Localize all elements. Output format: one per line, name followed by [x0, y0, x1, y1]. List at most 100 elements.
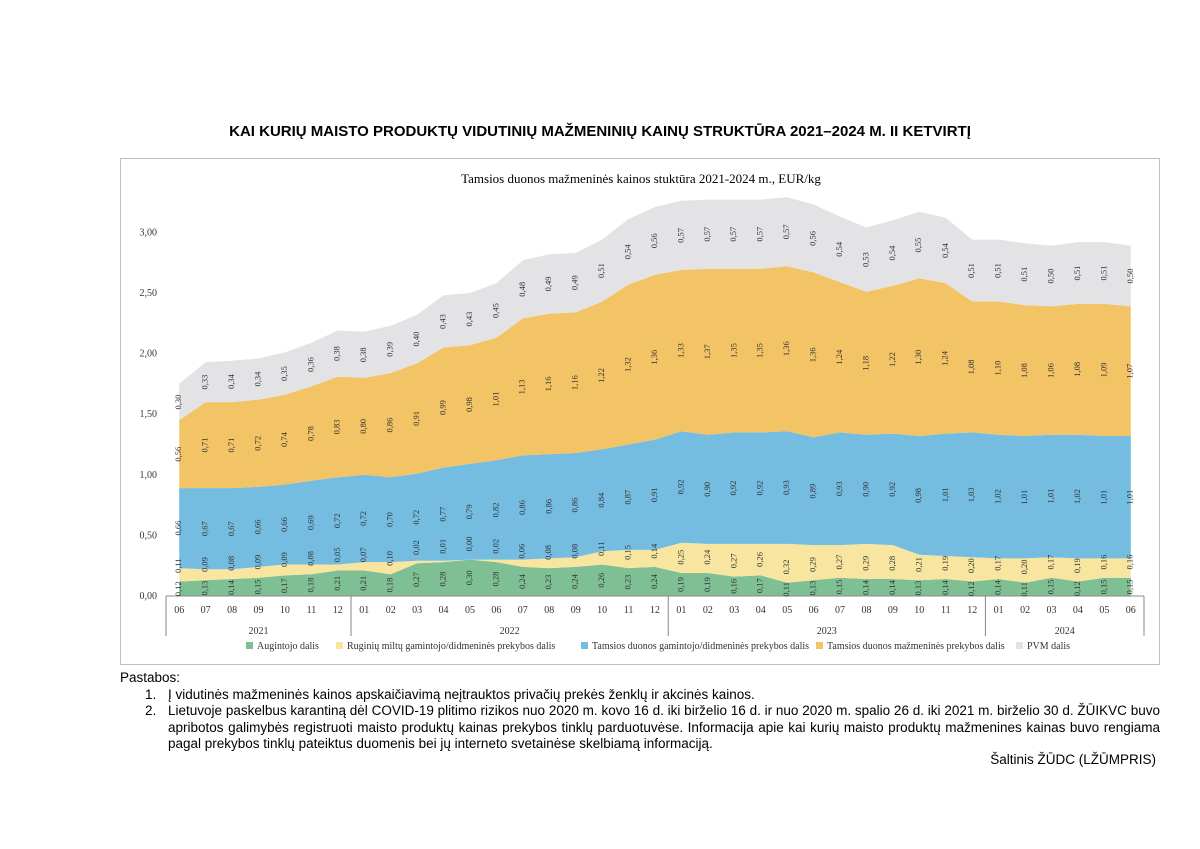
- data-label: 0,09: [279, 552, 289, 567]
- data-label: 1,08: [1072, 362, 1082, 377]
- data-label: 0,34: [252, 371, 262, 387]
- data-label: 0,30: [464, 570, 474, 585]
- data-label: 0,35: [279, 366, 289, 381]
- data-label: 0,28: [490, 572, 500, 587]
- data-label: 1,03: [966, 487, 976, 502]
- data-label: 0,08: [226, 556, 236, 571]
- legend-label: Ruginių miltų gamintojo/didmeninės preky…: [347, 641, 555, 652]
- data-label: 0,13: [200, 581, 210, 596]
- note-item: Į vidutinės mažmeninės kainos apskaičiav…: [160, 687, 1160, 704]
- data-label: 0,15: [834, 579, 844, 594]
- x-tick-label: 05: [465, 605, 475, 616]
- data-label: 0,16: [728, 579, 738, 594]
- data-label: 0,15: [623, 545, 633, 560]
- data-label: 0,14: [887, 579, 897, 595]
- data-label: 0,45: [490, 303, 500, 318]
- data-label: 0,12: [1072, 581, 1082, 596]
- data-label: 0,33: [200, 375, 210, 390]
- data-label: 0,14: [940, 579, 950, 595]
- data-label: 0,32: [781, 559, 791, 574]
- data-label: 0,54: [940, 242, 950, 258]
- x-tick-label: 09: [888, 605, 898, 616]
- x-tick-label: 11: [624, 605, 634, 616]
- data-label: 0,56: [808, 231, 818, 246]
- data-label: 0,49: [570, 275, 580, 290]
- x-tick-label: 11: [307, 605, 317, 616]
- data-label: 0,51: [966, 263, 976, 278]
- data-label: 0,26: [755, 552, 765, 567]
- x-tick-label: 07: [835, 605, 845, 616]
- x-tick-label: 10: [914, 605, 924, 616]
- area-series-0: [179, 559, 1131, 596]
- y-tick-label: 3,00: [140, 227, 158, 238]
- data-label: 0,72: [358, 511, 368, 526]
- data-label: 0,07: [358, 547, 368, 562]
- data-label: 0,05: [332, 547, 342, 562]
- data-label: 0,12: [173, 581, 183, 596]
- data-label: 0,13: [808, 581, 818, 596]
- data-label: 0,36: [305, 357, 315, 372]
- x-tick-label: 02: [386, 605, 396, 616]
- data-label: 1,01: [490, 392, 500, 407]
- data-label: 0,51: [993, 263, 1003, 278]
- data-label: 0,12: [966, 581, 976, 596]
- data-label: 0,17: [755, 578, 765, 593]
- data-label: 0,67: [226, 521, 236, 536]
- data-label: 0,91: [411, 411, 421, 426]
- x-tick-label: 04: [1073, 605, 1083, 616]
- legend-swatch: [1016, 642, 1023, 649]
- notes-header: Pastabos:: [120, 670, 181, 685]
- data-label: 0,19: [1072, 558, 1082, 573]
- legend-swatch: [246, 642, 253, 649]
- data-label: 0,20: [1019, 559, 1029, 574]
- x-tick-label: 08: [862, 605, 872, 616]
- data-label: 1,35: [755, 343, 765, 358]
- data-label: 1,24: [940, 350, 950, 366]
- data-label: 0,23: [623, 575, 633, 590]
- data-label: 0,67: [200, 521, 210, 536]
- data-label: 0,38: [332, 346, 342, 361]
- y-tick-label: 0,50: [140, 530, 158, 541]
- data-label: 1,36: [649, 350, 659, 365]
- data-label: 0,50: [1125, 269, 1135, 284]
- data-label: 0,24: [649, 573, 659, 589]
- data-label: 0,49: [543, 276, 553, 291]
- data-label: 0,92: [675, 479, 685, 494]
- legend-label: Augintojo dalis: [257, 641, 319, 652]
- x-tick-label: 05: [782, 605, 792, 616]
- year-label: 2022: [500, 626, 520, 637]
- data-label: 0,27: [411, 572, 421, 587]
- data-label: 0,51: [1098, 266, 1108, 281]
- data-label: 0,78: [305, 426, 315, 441]
- data-label: 0,01: [437, 539, 447, 554]
- data-label: 0,30: [173, 395, 183, 410]
- data-label: 0,02: [490, 539, 500, 554]
- x-tick-label: 01: [994, 605, 1004, 616]
- x-tick-label: 01: [359, 605, 369, 616]
- x-tick-label: 09: [571, 605, 581, 616]
- data-label: 0,66: [252, 519, 262, 534]
- data-label: 0,56: [173, 447, 183, 462]
- data-label: 0,57: [781, 224, 791, 239]
- data-label: 0,17: [993, 556, 1003, 571]
- data-label: 0,23: [543, 575, 553, 590]
- data-label: 0,24: [517, 573, 527, 589]
- data-label: 0,66: [279, 517, 289, 532]
- data-label: 1,18: [860, 356, 870, 371]
- data-label: 0,19: [675, 577, 685, 592]
- notes-section: Pastabos: Į vidutinės mažmeninės kainos …: [120, 670, 1160, 753]
- data-label: 1,09: [1098, 362, 1108, 377]
- data-label: 0,83: [332, 419, 342, 434]
- data-label: 1,08: [1019, 363, 1029, 378]
- data-label: 0,54: [623, 244, 633, 260]
- data-label: 0,29: [860, 556, 870, 571]
- y-tick-label: 2,00: [140, 349, 158, 360]
- data-label: 0,51: [596, 263, 606, 278]
- data-label: 0,57: [728, 227, 738, 242]
- data-label: 1,06: [1045, 363, 1055, 378]
- year-label: 2021: [249, 626, 269, 637]
- notes-list: Į vidutinės mažmeninės kainos apskaičiav…: [120, 687, 1160, 753]
- data-label: 0,24: [702, 549, 712, 565]
- data-label: 0,90: [860, 482, 870, 497]
- data-label: 0,54: [834, 241, 844, 257]
